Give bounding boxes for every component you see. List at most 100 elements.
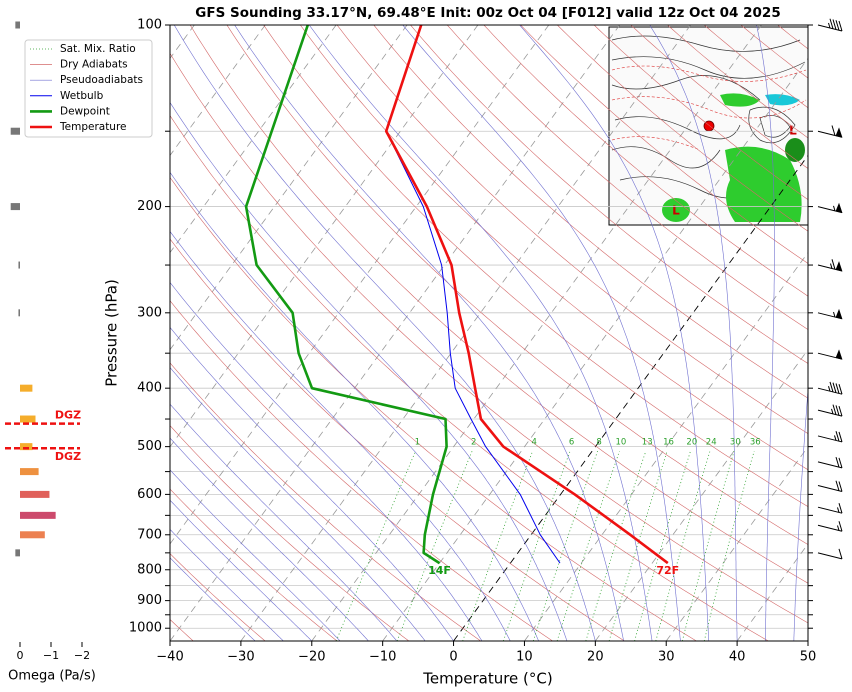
y-tick-label: 300	[137, 305, 162, 320]
pseudoadiabat	[402, 25, 681, 641]
end-label: 14F	[428, 564, 451, 577]
dry-adiabat	[170, 300, 553, 641]
dry-adiabat	[446, 25, 808, 330]
wind-barb	[817, 480, 843, 492]
wind-barb	[817, 125, 843, 138]
barb-shaft	[817, 381, 843, 395]
wind-barb	[817, 457, 843, 469]
map-precip	[662, 93, 805, 222]
dry-adiabat	[483, 25, 808, 297]
omega-bar	[20, 490, 50, 498]
dry-adiabat	[170, 52, 808, 624]
mixing-ratio-line	[462, 450, 533, 641]
dry-adiabat	[667, 25, 808, 139]
omega-bar	[20, 415, 36, 423]
y-tick-label: 100	[137, 18, 162, 33]
x-tick-label: 30	[658, 650, 675, 665]
pseudoadiabat	[519, 25, 710, 641]
plot-frame	[169, 24, 809, 642]
pseudoadiabat	[170, 528, 284, 641]
omega-bar	[18, 309, 20, 317]
x-tick-label: −40	[156, 650, 183, 665]
dry-adiabat	[263, 25, 808, 508]
dry-adiabat	[170, 176, 697, 641]
mixing-ratio-label: 24	[706, 438, 717, 448]
pseudoadiabat	[170, 403, 398, 641]
dry-adiabat	[373, 25, 808, 399]
dry-adiabat	[300, 25, 808, 471]
pseudoadiabat	[649, 25, 738, 641]
dry-adiabat	[557, 25, 808, 232]
legend-label: Dewpoint	[60, 105, 110, 117]
mixing-ratio-line	[681, 450, 735, 641]
wind-barb	[817, 404, 843, 417]
mixing-ratio-label: 36	[750, 438, 761, 448]
barb-flag	[835, 349, 843, 360]
barb-shaft	[817, 480, 843, 492]
omega-bar	[20, 443, 33, 451]
legend-label: Sat. Mix. Ratio	[60, 43, 136, 55]
omega-bar	[20, 468, 39, 476]
pseudoadiabat	[170, 101, 568, 641]
pseudoadiabat	[170, 230, 511, 641]
x-tick-label: 50	[800, 650, 817, 665]
pseudoadiabat	[234, 25, 624, 641]
wind-barb	[817, 431, 843, 443]
dry-adiabat	[630, 25, 808, 169]
dgz-label: DGZ	[55, 409, 81, 422]
pseudoadiabat	[308, 25, 653, 641]
legend-label: Pseudoadiabats	[60, 74, 143, 86]
mixing-ratio-label: 2	[471, 438, 476, 448]
mixing-ratio-label: 1	[415, 438, 420, 448]
pseudoadiabat	[170, 171, 539, 641]
barb-shaft	[817, 521, 843, 532]
y-tick-label: 800	[137, 562, 162, 577]
mixing-ratio-label: 16	[663, 438, 674, 448]
mixing-ratio-label: 6	[569, 438, 574, 448]
profile-line	[385, 25, 561, 564]
profile-line	[244, 25, 448, 565]
omega-x-tick-label: −2	[74, 649, 90, 662]
dry-adiabat	[520, 25, 808, 264]
x-axis-label: Temperature (°C)	[422, 670, 552, 688]
x-tick-label: −30	[227, 650, 254, 665]
barb-flag	[835, 308, 843, 320]
barb-flag	[835, 202, 843, 214]
pseudoadiabat	[170, 281, 483, 641]
barb-shaft	[817, 503, 843, 514]
profiles	[244, 25, 669, 565]
y-tick-label: 900	[137, 593, 162, 608]
dry-adiabat	[170, 362, 481, 641]
legend-box	[24, 39, 153, 138]
omega-x-tick-label: −1	[43, 649, 59, 662]
end-label: 72F	[656, 564, 679, 577]
pseudoadiabat	[170, 469, 341, 641]
omega-axis-label: Omega (Pa/s)	[8, 669, 96, 684]
mixing-ratio-line	[655, 450, 711, 641]
omega-bar	[20, 384, 33, 392]
y-tick-label: 400	[137, 381, 162, 396]
wind-barb	[817, 308, 843, 320]
y-tick-label: 200	[137, 199, 162, 214]
wind-barb	[817, 381, 843, 395]
dry-adiabat	[189, 25, 808, 584]
y-axis-label: Pressure (hPa)	[103, 279, 121, 387]
y-tick-label: 500	[137, 439, 162, 454]
map-low: L	[789, 124, 797, 138]
omega-x-tick-label: 0	[17, 649, 24, 662]
wind-barb	[817, 18, 843, 32]
legend-label: Dry Adiabats	[60, 59, 128, 71]
pseudoadiabat	[170, 326, 454, 641]
pseudoadiabat	[173, 25, 596, 641]
legend-label: Wetbulb	[60, 90, 104, 102]
x-tick-label: 0	[449, 650, 457, 665]
omega-bar	[20, 511, 56, 519]
chart-title: GFS Sounding 33.17°N, 69.48°E Init: 00z …	[195, 5, 780, 21]
legend: Sat. Mix. Ratio Dry Adiabats Pseudoadiabat…	[24, 39, 153, 138]
barb-shaft	[817, 431, 843, 443]
wind-barb	[817, 349, 843, 360]
barb-shaft	[817, 457, 843, 469]
x-tick-label: −20	[298, 650, 325, 665]
dry-adiabat	[593, 25, 808, 201]
x-tick-label: 40	[729, 650, 746, 665]
